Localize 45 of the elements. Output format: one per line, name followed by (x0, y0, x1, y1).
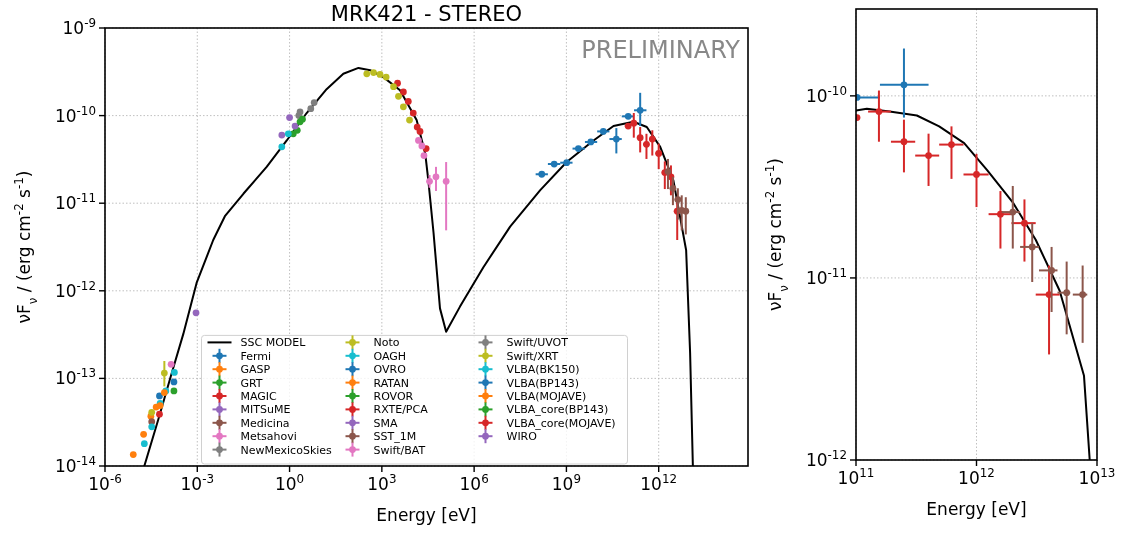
y-tick-label: 10$^{-9}$ (62, 16, 96, 38)
x-tick-label: 10$^{13}$ (1078, 466, 1116, 488)
legend-label: Noto (373, 336, 400, 350)
legend-label: VLBA_core(BP143) (506, 403, 609, 417)
legend-label: SSC MODEL (240, 336, 307, 350)
x-axis-title: Energy [eV] (926, 499, 1027, 519)
legend-label: Medicina (240, 416, 290, 430)
x-tick-label: 10$^{9}$ (551, 472, 582, 494)
legend-label: GRT (240, 376, 263, 390)
legend-label: RATAN (373, 376, 409, 390)
legend-label: NewMexicoSkies (240, 443, 333, 457)
legend-label: SST_1M (373, 430, 417, 444)
legend-label: Swift/UVOT (506, 336, 569, 350)
legend-label: MITSuME (240, 403, 291, 417)
chart-title: MRK421 - STEREO (330, 2, 523, 26)
x-tick-label: 10$^{12}$ (640, 472, 678, 494)
x-tick-label: 10$^{0}$ (274, 472, 305, 494)
legend-label: ROVOR (373, 390, 414, 403)
y-tick-label: 10$^{-12}$ (54, 278, 96, 301)
y-tick-label: 10$^{-11}$ (805, 265, 847, 288)
y-tick-label: 10$^{-10}$ (805, 83, 847, 106)
legend-label: WIRO (506, 430, 538, 444)
legend-label: OAGH (373, 349, 407, 363)
legend-label: Metsahovi (240, 430, 297, 444)
legend-label: Fermi (240, 349, 272, 363)
x-tick-label: 10$^{-3}$ (180, 472, 215, 494)
legend-label: GASP (240, 363, 271, 377)
legend-label: MAGIC (240, 390, 278, 403)
legend-label: VLBA(BK150) (506, 363, 580, 377)
legend-label: OVRO (373, 363, 407, 377)
y-tick-label: 10$^{-11}$ (54, 191, 96, 214)
legend-label: VLBA_core(MOJAVE) (506, 416, 616, 430)
x-tick-label: 10$^{6}$ (459, 472, 489, 494)
x-tick-label: 10$^{12}$ (958, 466, 995, 488)
legend-label: VLBA(MOJAVE) (506, 390, 587, 403)
legend-label: Swift/XRT (506, 349, 559, 363)
y-tick-label: 10$^{-10}$ (54, 103, 96, 126)
annotation: PRELIMINARY (581, 36, 741, 64)
y-tick-label: 10$^{-13}$ (54, 366, 96, 389)
legend-label: VLBA(BP143) (506, 376, 579, 390)
legend-label: RXTE/PCA (373, 403, 429, 417)
legend-label: Swift/BAT (373, 443, 426, 457)
x-tick-label: 10$^{3}$ (367, 472, 397, 494)
legend-label: SMA (373, 416, 398, 430)
x-axis-title: Energy [eV] (376, 505, 477, 525)
